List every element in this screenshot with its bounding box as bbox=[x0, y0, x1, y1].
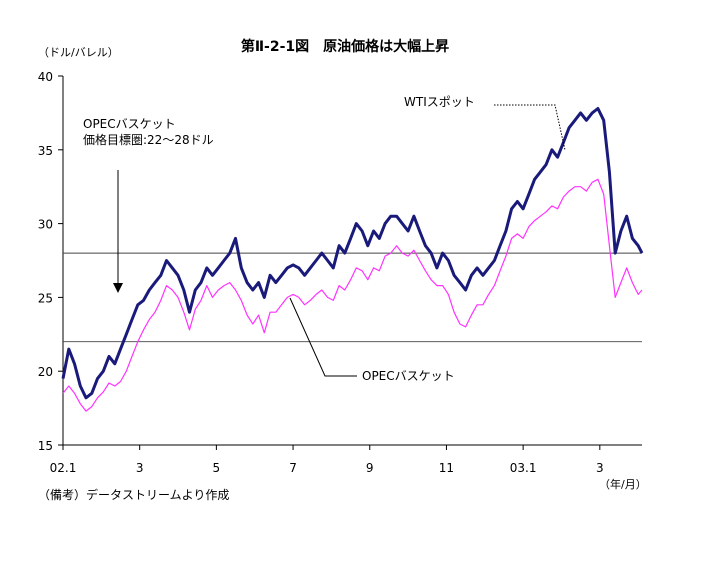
chart-title: 第Ⅱ-2-1図 原油価格は大幅上昇 bbox=[241, 38, 449, 55]
x-tick-label: 3 bbox=[136, 461, 144, 475]
opec-label-leader bbox=[289, 297, 357, 377]
y-tick-label: 35 bbox=[38, 144, 53, 158]
y-tick-label: 25 bbox=[38, 291, 53, 305]
y-axis-unit-label: （ドル/バレル） bbox=[38, 46, 119, 59]
x-tick-label: 02.1 bbox=[50, 461, 77, 475]
plot-frame-layer bbox=[58, 75, 642, 450]
source-note: （備考）データストリームより作成 bbox=[38, 487, 229, 502]
reference-lines-layer bbox=[63, 252, 642, 343]
x-tick-label: 7 bbox=[289, 461, 297, 475]
x-axis-unit-label: （年/月） bbox=[599, 477, 647, 491]
x-tick-label: 11 bbox=[439, 461, 454, 475]
x-tick-label: 03.1 bbox=[510, 461, 537, 475]
wti-spot-line bbox=[61, 107, 644, 400]
opec-basket-line bbox=[62, 178, 643, 412]
opec-series-label: OPECバスケット bbox=[362, 369, 455, 383]
y-tick-label: 15 bbox=[38, 439, 53, 453]
y-tick-label: 20 bbox=[38, 365, 53, 379]
opec-target-annotation-line1: OPECバスケット bbox=[83, 117, 176, 131]
y-tick-label: 40 bbox=[38, 70, 53, 84]
annotation-arrow-head bbox=[113, 283, 123, 293]
x-tick-label: 5 bbox=[213, 461, 221, 475]
opec-target-annotation-line2: 価格目標圏:22～28ドル bbox=[83, 132, 214, 147]
wti-label-leader bbox=[494, 104, 566, 151]
wti-series-label: WTIスポット bbox=[404, 95, 475, 109]
series-layer bbox=[61, 107, 644, 412]
x-tick-label: 9 bbox=[366, 461, 374, 475]
y-tick-label: 30 bbox=[38, 218, 53, 232]
x-tick-label: 3 bbox=[596, 461, 604, 475]
